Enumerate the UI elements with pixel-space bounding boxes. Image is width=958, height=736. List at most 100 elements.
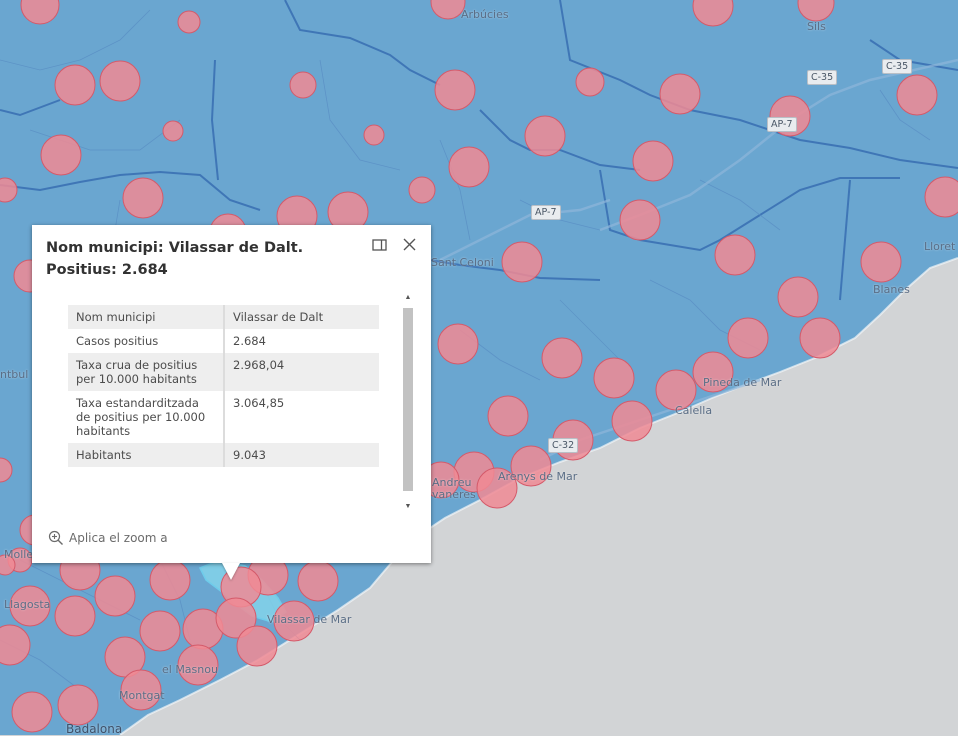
table-row: Taxa crua de positius per 10.000 habitan… <box>68 353 379 391</box>
attribute-key: Nom municipi <box>68 305 225 329</box>
case-circle[interactable] <box>104 636 146 678</box>
popup: Nom municipi: Vilassar de Dalt. Positius… <box>32 225 431 563</box>
case-circle[interactable] <box>924 176 958 218</box>
case-circle[interactable] <box>177 644 219 686</box>
case-circle[interactable] <box>430 0 466 20</box>
case-circle[interactable] <box>57 684 99 726</box>
case-circle[interactable] <box>619 199 661 241</box>
case-circle[interactable] <box>54 64 96 106</box>
case-circle[interactable] <box>860 241 902 283</box>
case-circle[interactable] <box>139 610 181 652</box>
case-circle[interactable] <box>0 177 18 203</box>
case-circle[interactable] <box>799 317 841 359</box>
table-row: Habitants 9.043 <box>68 443 379 467</box>
popup-content: Nom municipi Vilassar de Dalt Casos posit… <box>68 305 379 467</box>
place-label-granollers: ntbul <box>0 368 29 381</box>
place-label-mollet: Molle <box>4 548 34 561</box>
case-circle[interactable] <box>363 124 385 146</box>
attribute-value: 2.684 <box>233 334 266 348</box>
case-circle[interactable] <box>692 0 734 27</box>
place-label-pineda: Pineda de Mar <box>703 376 782 389</box>
place-label-el-masnou: el Masnou <box>162 663 218 676</box>
case-circle[interactable] <box>797 0 835 22</box>
attribute-key: Taxa crua de positius per 10.000 habitan… <box>68 353 225 391</box>
attribute-value: 2.968,04 <box>233 358 285 372</box>
case-circle[interactable] <box>727 317 769 359</box>
case-circle[interactable] <box>611 400 653 442</box>
attribute-key: Habitants <box>68 443 225 467</box>
case-circle[interactable] <box>0 624 31 666</box>
place-label-badalona: Badalona <box>66 722 123 736</box>
road-shield-ap7: AP-7 <box>767 117 797 132</box>
dock-icon[interactable] <box>370 235 390 255</box>
case-circle[interactable] <box>289 71 317 99</box>
case-circle[interactable] <box>692 351 734 393</box>
road-shield-c35: C-35 <box>807 70 838 85</box>
road-shield-c35: C-35 <box>882 59 913 74</box>
attribute-key: Taxa estandarditzada de positius per 10.… <box>68 391 225 443</box>
case-circle[interactable] <box>437 323 479 365</box>
place-label-calella: Calella <box>675 404 713 417</box>
place-label-llagosta: Llagosta <box>4 598 51 611</box>
case-circle[interactable] <box>593 357 635 399</box>
place-label-montgat: Montgat <box>119 689 165 702</box>
case-circle[interactable] <box>236 625 278 667</box>
place-label-lloret: Lloret <box>924 240 956 253</box>
zoom-in-icon <box>48 530 63 545</box>
case-circle[interactable] <box>655 369 697 411</box>
popup-scrollbar[interactable]: ▲ ▼ <box>402 293 414 512</box>
attribute-table: Nom municipi Vilassar de Dalt Casos posit… <box>68 305 379 467</box>
case-circle[interactable] <box>510 445 552 487</box>
case-circle[interactable] <box>632 140 674 182</box>
attribute-value: 9.043 <box>233 448 266 462</box>
case-circle[interactable] <box>501 241 543 283</box>
case-circle[interactable] <box>9 585 51 627</box>
scroll-thumb[interactable] <box>403 308 413 491</box>
case-circle[interactable] <box>541 337 583 379</box>
case-circle[interactable] <box>476 467 518 509</box>
table-row: Taxa estandarditzada de positius per 10.… <box>68 391 379 443</box>
place-label-arbucies: Arbúcies <box>461 8 509 21</box>
scroll-up-arrow-icon[interactable]: ▲ <box>404 294 412 301</box>
case-circle[interactable] <box>162 120 184 142</box>
case-circle[interactable] <box>434 69 476 111</box>
case-circle[interactable] <box>54 595 96 637</box>
case-circle[interactable] <box>94 575 136 617</box>
case-circle[interactable] <box>40 134 82 176</box>
case-circle[interactable] <box>659 73 701 115</box>
case-circle[interactable] <box>149 559 191 601</box>
popup-pointer <box>222 563 240 580</box>
case-circle[interactable] <box>524 115 566 157</box>
attribute-value: Vilassar de Dalt <box>233 310 324 324</box>
case-circle[interactable] <box>0 457 13 483</box>
close-icon[interactable] <box>400 235 420 255</box>
place-label-llavaneres: vaneres <box>432 488 476 501</box>
case-circle[interactable] <box>0 554 16 576</box>
zoom-to-button[interactable]: Aplica el zoom a <box>48 530 168 546</box>
case-circle[interactable] <box>777 276 819 318</box>
case-circle[interactable] <box>99 60 141 102</box>
case-circle[interactable] <box>448 146 490 188</box>
place-label-blanes: Blanes <box>873 283 910 296</box>
table-row: Nom municipi Vilassar de Dalt <box>68 305 379 329</box>
case-circle[interactable] <box>11 691 53 733</box>
case-circle[interactable] <box>120 669 162 711</box>
table-row: Casos positius 2.684 <box>68 329 379 353</box>
scroll-down-arrow-icon[interactable]: ▼ <box>404 503 412 510</box>
place-label-sils: Sils <box>807 20 826 33</box>
case-circle[interactable] <box>122 177 164 219</box>
case-circle[interactable] <box>297 560 339 602</box>
case-circle[interactable] <box>408 176 436 204</box>
place-label-sant-andreu: Andreu <box>432 476 472 489</box>
case-circle[interactable] <box>177 10 201 34</box>
case-circle[interactable] <box>714 234 756 276</box>
case-circle[interactable] <box>487 395 529 437</box>
case-circle[interactable] <box>215 597 257 639</box>
place-label-sant-celoni: Sant Celoni <box>431 256 494 269</box>
road-shield-c32: C-32 <box>548 438 579 453</box>
case-circle[interactable] <box>575 67 605 97</box>
case-circle[interactable] <box>20 0 60 25</box>
case-circle[interactable] <box>273 600 315 642</box>
case-circle[interactable] <box>896 74 938 116</box>
